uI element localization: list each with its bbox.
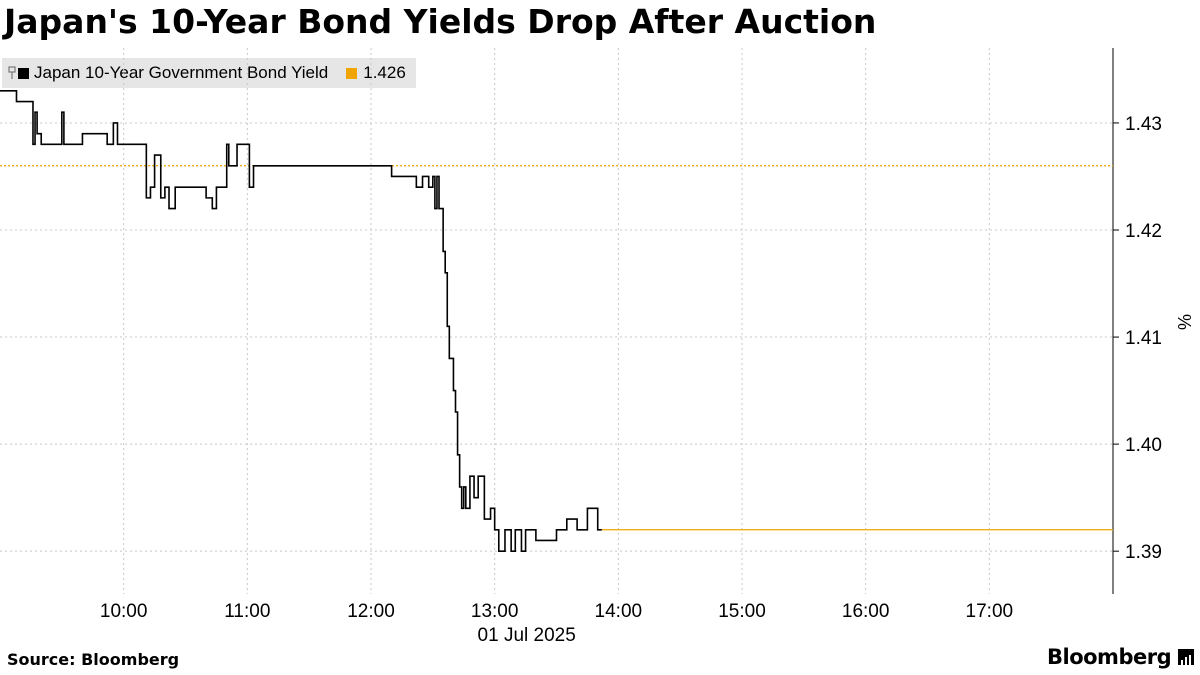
series-line [0,90,602,552]
x-tick-label: 11:00 [224,601,270,622]
brand-logo: Bloomberg [1047,645,1195,669]
y-tick-label: 1.41 [1125,328,1162,349]
chart-legend: Japan 10-Year Government Bond Yield 1.42… [2,58,416,88]
tick-labels: 10:00 11:00 12:00 13:00 14:00 15:00 16:00 17:00… [100,114,1194,646]
x-tick-label: 12:00 [347,601,395,622]
y-tick-label: 1.39 [1125,542,1162,563]
source-note: Source: Bloomberg [7,650,180,669]
x-tick-label: 14:00 [595,601,643,622]
x-axis-label: 01 Jul 2025 [478,625,576,646]
y-axis-label: % [1174,314,1194,330]
legend-series-label: Japan 10-Year Government Bond Yield [34,63,329,82]
y-tick-label: 1.42 [1125,221,1162,242]
chart-title: Japan's 10-Year Bond Yields Drop After A… [4,2,877,41]
x-tick-label: 13:00 [471,601,519,622]
y-tick-label: 1.40 [1125,435,1162,456]
x-tick-label: 17:00 [966,601,1014,622]
x-tick-label: 15:00 [718,601,766,622]
x-tick-label: 16:00 [842,601,890,622]
last-value-swatch [346,67,358,79]
y-tick-label: 1.43 [1125,114,1162,135]
grid-lines [0,48,1113,594]
legend-last-value: 1.426 [363,63,406,82]
series-swatch [18,67,29,79]
brand-name: Bloomberg [1047,645,1172,669]
pin-icon[interactable] [8,66,16,80]
x-tick-label: 10:00 [100,601,148,622]
bloomberg-terminal-icon [1178,649,1195,666]
series-layer [0,90,1113,552]
axes [1112,48,1119,594]
